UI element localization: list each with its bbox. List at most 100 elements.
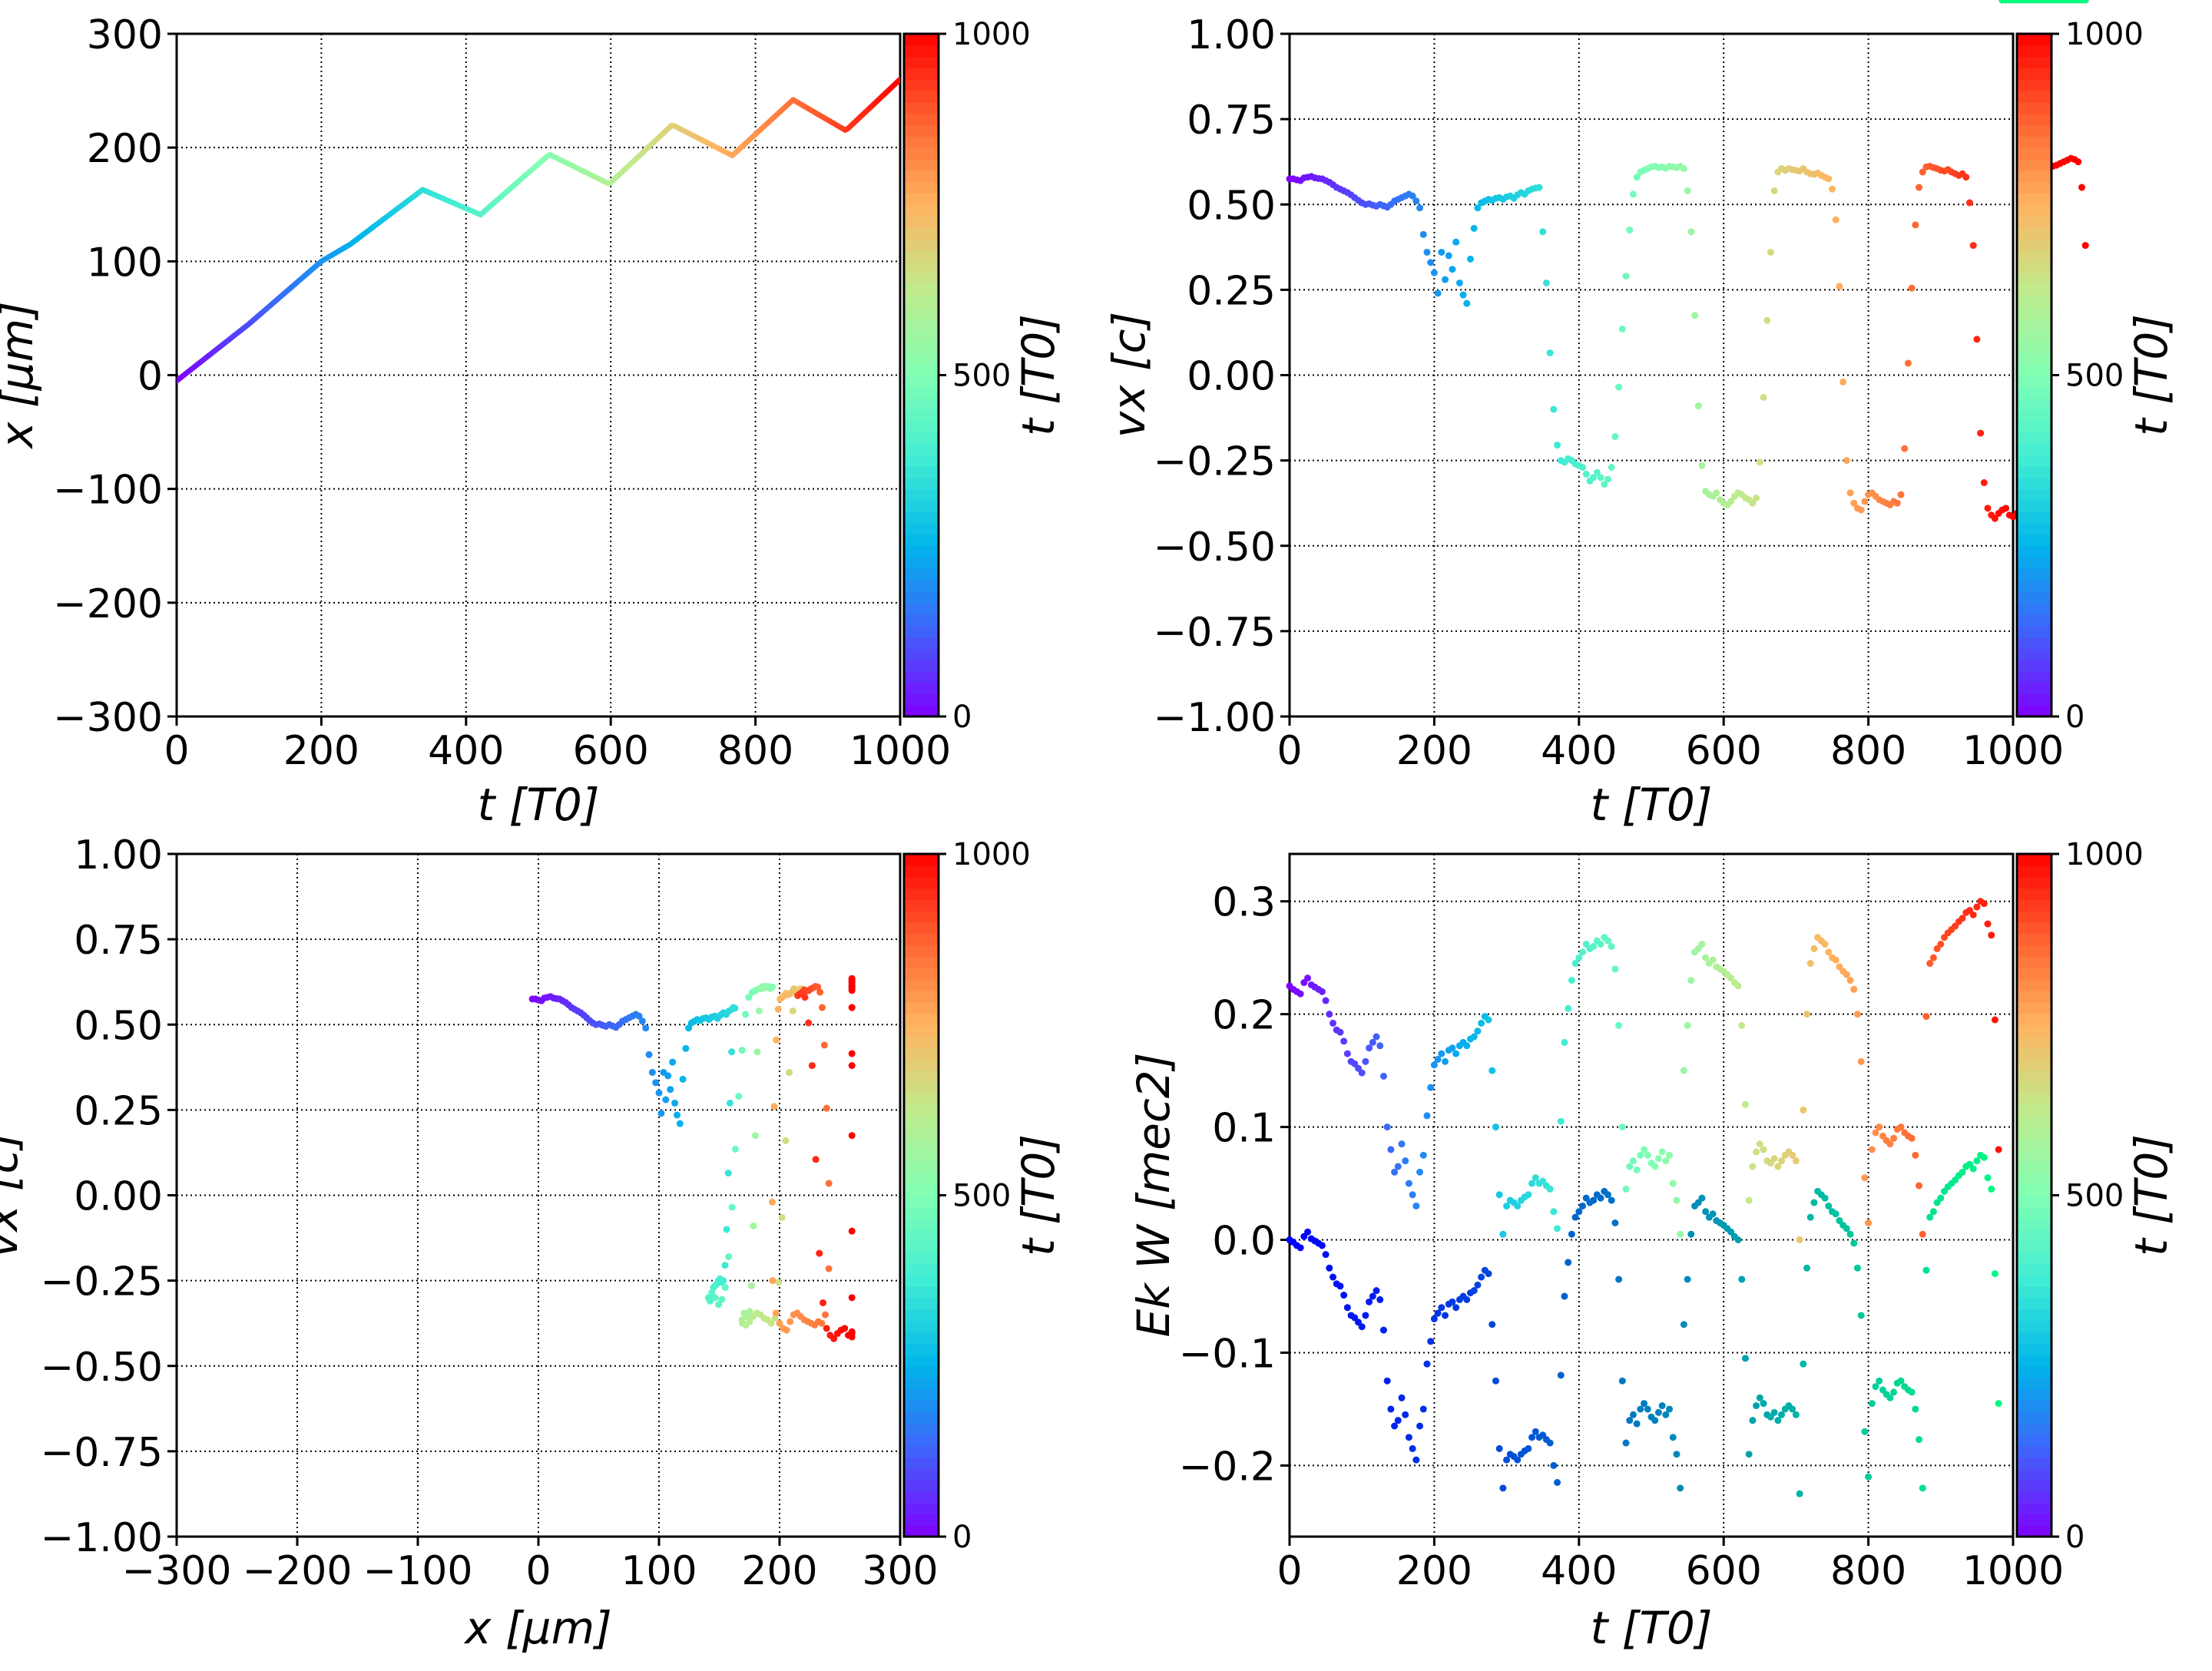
data-point-w <box>1474 1281 1482 1289</box>
data-point <box>1467 255 1474 263</box>
colorbar-segment <box>2017 693 2051 706</box>
data-point-w <box>1485 1270 1492 1278</box>
data-point-w <box>2081 0 2089 4</box>
colorbar-tick-label: 500 <box>2065 359 2124 394</box>
data-point-ek <box>1651 1163 1659 1170</box>
data-point <box>825 1180 833 1187</box>
colorbar-segment <box>2017 511 2051 524</box>
colorbar-segment <box>904 1479 939 1492</box>
colorbar-segment <box>2017 1411 2051 1424</box>
data-point <box>1691 312 1699 319</box>
data-point <box>1839 378 1847 385</box>
data-point-w <box>1322 1251 1330 1259</box>
data-point-ek <box>1618 1123 1626 1131</box>
data-point-ek <box>1463 1042 1471 1050</box>
colorbar-segment <box>904 602 939 615</box>
data-point <box>782 1137 790 1144</box>
y-tick-label: 200 <box>87 126 163 172</box>
data-point-w <box>1554 1478 1561 1486</box>
colorbar-segment <box>2017 545 2051 558</box>
data-point-w <box>1391 1422 1399 1430</box>
data-point-ek <box>1821 941 1829 948</box>
colorbar-segment <box>904 1388 939 1401</box>
data-point <box>1590 474 1598 481</box>
colorbar-segment <box>2017 1138 2051 1151</box>
data-point-w <box>1532 1428 1539 1435</box>
data-point-ek <box>1922 1013 1930 1021</box>
colorbar-segment <box>904 557 939 570</box>
data-point-ek <box>1376 1042 1384 1050</box>
data-point <box>671 1099 679 1107</box>
data-point <box>704 1294 712 1302</box>
data-point-ek <box>1687 977 1695 984</box>
colorbar-segment <box>904 1320 939 1333</box>
data-point-ek <box>1340 1037 1348 1045</box>
data-point-ek <box>1677 1230 1684 1238</box>
x-tick-label: 100 <box>621 1548 697 1594</box>
y-tick-label: −0.75 <box>1154 610 1276 656</box>
data-point-ek <box>1409 1191 1416 1199</box>
colorbar-tick-label: 1000 <box>952 837 1031 872</box>
data-point-w <box>1741 1355 1749 1362</box>
colorbar-segment <box>2017 136 2051 148</box>
data-point-w <box>1991 1270 1998 1278</box>
data-point-w <box>1626 1417 1634 1424</box>
y-tick-label: 100 <box>87 240 163 286</box>
data-point-w <box>1850 1239 1858 1247</box>
data-point-ek <box>1532 1174 1539 1182</box>
data-point-ek <box>1488 1067 1496 1074</box>
data-point-w <box>1366 1298 1373 1305</box>
data-point-w <box>1821 1194 1829 1202</box>
colorbar-segment <box>904 956 939 968</box>
data-point <box>789 1007 796 1014</box>
colorbar-segment <box>904 432 939 445</box>
colorbar-segment <box>2017 68 2051 81</box>
colorbar-tick-label: 500 <box>952 359 1011 394</box>
data-point-ek <box>1514 1202 1522 1209</box>
data-point-ek <box>1492 1123 1499 1131</box>
data-point-ek <box>1336 1028 1344 1036</box>
colorbar-segment <box>2017 625 2051 638</box>
series-w <box>1286 0 2089 1497</box>
data-point <box>1419 230 1427 238</box>
data-point <box>816 1249 823 1257</box>
colorbar-segment <box>904 409 939 422</box>
colorbar-segment <box>904 443 939 456</box>
colorbar-segment <box>2017 295 2051 308</box>
colorbar-label: t [T0] <box>2125 314 2177 436</box>
colorbar-segment <box>904 318 939 331</box>
data-point <box>742 1011 750 1018</box>
data-point <box>723 1226 730 1233</box>
data-point-ek <box>1843 971 1850 978</box>
data-point <box>1430 269 1438 276</box>
colorbar-segment <box>2017 1479 2051 1492</box>
data-point <box>770 1103 778 1110</box>
data-point-ek <box>1709 956 1717 964</box>
data-point-w <box>1387 1405 1395 1413</box>
data-point-ek <box>1330 1019 1337 1027</box>
data-point <box>818 1004 826 1011</box>
colorbar-tick-label: 1000 <box>952 17 1031 52</box>
data-point-ek <box>1654 1155 1662 1163</box>
data-point-ek <box>1853 1011 1861 1018</box>
data-point-w <box>1561 1292 1568 1300</box>
data-point-w <box>1749 1417 1757 1424</box>
data-point-w <box>1641 1400 1648 1408</box>
data-point-w <box>1622 1439 1630 1447</box>
data-point-ek <box>1398 1140 1406 1148</box>
colorbar-segment <box>2017 352 2051 365</box>
colorbar-segment <box>2017 659 2051 672</box>
data-point-w <box>1575 1208 1583 1216</box>
colorbar-segment <box>904 922 939 935</box>
colorbar-segment <box>2017 1093 2051 1105</box>
data-point-w <box>1296 1244 1304 1252</box>
data-point-w <box>1806 1213 1814 1221</box>
colorbar-segment <box>904 124 939 137</box>
data-point-w <box>1362 1312 1369 1319</box>
data-point-ek <box>1738 1021 1746 1029</box>
data-point-ek <box>1800 1107 1807 1114</box>
data-point <box>1763 316 1771 324</box>
colorbar-segment <box>2017 1229 2051 1242</box>
data-point-w <box>1876 1377 1883 1385</box>
data-point-ek <box>1571 960 1579 968</box>
